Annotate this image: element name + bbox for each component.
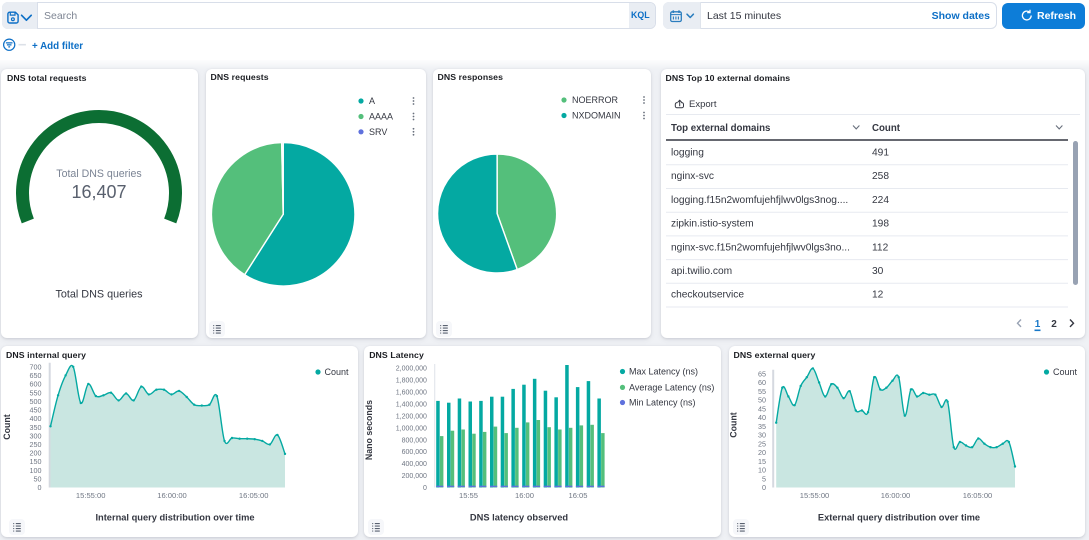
svg-text:200,000: 200,000 — [402, 473, 427, 480]
svg-text:20: 20 — [758, 448, 766, 457]
svg-text:Count: Count — [1053, 367, 1078, 377]
svg-text:Top external domains: Top external domains — [671, 123, 770, 134]
svg-text:Internal query distribution ov: Internal query distribution over time — [95, 513, 254, 523]
svg-text:15:55: 15:55 — [459, 491, 478, 500]
svg-text:NXDOMAIN: NXDOMAIN — [572, 111, 621, 121]
svg-text:60: 60 — [758, 378, 766, 387]
svg-text:65: 65 — [758, 369, 766, 378]
svg-text:Count: Count — [325, 367, 350, 377]
svg-text:400: 400 — [30, 414, 42, 423]
svg-text:15: 15 — [758, 457, 766, 466]
svg-text:A: A — [369, 96, 375, 106]
svg-text:2: 2 — [1051, 319, 1057, 330]
svg-text:491: 491 — [872, 148, 889, 159]
svg-text:198: 198 — [872, 219, 889, 230]
svg-text:45: 45 — [758, 404, 766, 413]
svg-text:16:00: 16:00 — [515, 491, 534, 500]
svg-text:Count: Count — [872, 123, 901, 134]
svg-text:Total DNS queries: Total DNS queries — [55, 289, 143, 301]
svg-text:Min Latency (ns): Min Latency (ns) — [629, 398, 696, 408]
svg-text:nginx-svc.f15n2womfujehfjlwv0l: nginx-svc.f15n2womfujehfjlwv0lgs3no... — [671, 242, 850, 253]
svg-text:450: 450 — [30, 406, 42, 415]
svg-text:5: 5 — [762, 474, 766, 483]
svg-text:650: 650 — [30, 371, 42, 380]
svg-text:1,800,000: 1,800,000 — [396, 378, 427, 385]
svg-text:300: 300 — [30, 431, 42, 440]
svg-text:800,000: 800,000 — [402, 437, 427, 444]
svg-text:External query distribution ov: External query distribution over time — [817, 513, 979, 523]
svg-text:api.twilio.com: api.twilio.com — [671, 266, 732, 277]
svg-text:Nano seconds: Nano seconds — [364, 400, 374, 460]
svg-text:35: 35 — [758, 422, 766, 431]
svg-text:550: 550 — [30, 388, 42, 397]
svg-text:1,200,000: 1,200,000 — [396, 413, 427, 420]
svg-text:checkoutservice: checkoutservice — [671, 290, 744, 301]
svg-text:16,407: 16,407 — [71, 182, 126, 202]
svg-text:AAAA: AAAA — [369, 112, 393, 122]
svg-text:600,000: 600,000 — [402, 449, 427, 456]
svg-text:700: 700 — [30, 362, 42, 371]
svg-text:Total DNS queries: Total DNS queries — [56, 168, 141, 180]
svg-text:1,000,000: 1,000,000 — [396, 425, 427, 432]
svg-text:400,000: 400,000 — [402, 461, 427, 468]
svg-text:16:05:00: 16:05:00 — [239, 491, 269, 500]
svg-text:250: 250 — [30, 440, 42, 449]
svg-text:600: 600 — [30, 380, 42, 389]
svg-text:1,400,000: 1,400,000 — [396, 401, 427, 408]
svg-text:Export: Export — [689, 99, 717, 110]
svg-text:NOERROR: NOERROR — [572, 95, 619, 105]
svg-text:0: 0 — [423, 485, 427, 492]
svg-text:16:05: 16:05 — [569, 491, 588, 500]
svg-text:1: 1 — [1034, 319, 1040, 330]
svg-text:200: 200 — [30, 449, 42, 458]
svg-text:1,600,000: 1,600,000 — [396, 390, 427, 397]
svg-text:25: 25 — [758, 439, 766, 448]
svg-text:224: 224 — [872, 195, 889, 206]
svg-text:350: 350 — [30, 423, 42, 432]
svg-text:16:00:00: 16:00:00 — [880, 491, 910, 500]
svg-text:15:55:00: 15:55:00 — [799, 491, 829, 500]
svg-text:40: 40 — [758, 413, 766, 422]
svg-text:50: 50 — [758, 396, 766, 405]
svg-text:logging.f15n2womfujehfjlwv0lgs: logging.f15n2womfujehfjlwv0lgs3nog.... — [671, 195, 848, 206]
svg-text:30: 30 — [758, 431, 766, 440]
svg-text:112: 112 — [872, 242, 889, 253]
svg-text:500: 500 — [30, 397, 42, 406]
svg-text:10: 10 — [758, 466, 766, 475]
svg-text:15:55:00: 15:55:00 — [76, 491, 106, 500]
svg-text:16:05:00: 16:05:00 — [962, 491, 992, 500]
svg-text:nginx-svc: nginx-svc — [671, 171, 714, 182]
svg-text:12: 12 — [872, 290, 884, 301]
svg-text:50: 50 — [34, 475, 42, 484]
svg-text:SRV: SRV — [369, 127, 387, 137]
svg-text:30: 30 — [872, 266, 884, 277]
svg-text:DNS latency observed: DNS latency observed — [470, 513, 568, 523]
svg-text:Average Latency (ns): Average Latency (ns) — [629, 383, 714, 393]
svg-text:0: 0 — [762, 483, 766, 492]
svg-text:logging: logging — [671, 148, 704, 159]
svg-text:55: 55 — [758, 387, 766, 396]
svg-text:2,000,000: 2,000,000 — [396, 366, 427, 373]
svg-text:zipkin.istio-system: zipkin.istio-system — [671, 219, 754, 230]
svg-text:0: 0 — [38, 483, 42, 492]
svg-text:150: 150 — [30, 457, 42, 466]
svg-text:Max Latency (ns): Max Latency (ns) — [629, 367, 698, 377]
svg-text:Count: Count — [2, 414, 12, 439]
svg-text:Count: Count — [728, 412, 738, 437]
svg-text:258: 258 — [872, 171, 889, 182]
svg-text:100: 100 — [30, 466, 42, 475]
svg-text:16:00:00: 16:00:00 — [157, 491, 187, 500]
